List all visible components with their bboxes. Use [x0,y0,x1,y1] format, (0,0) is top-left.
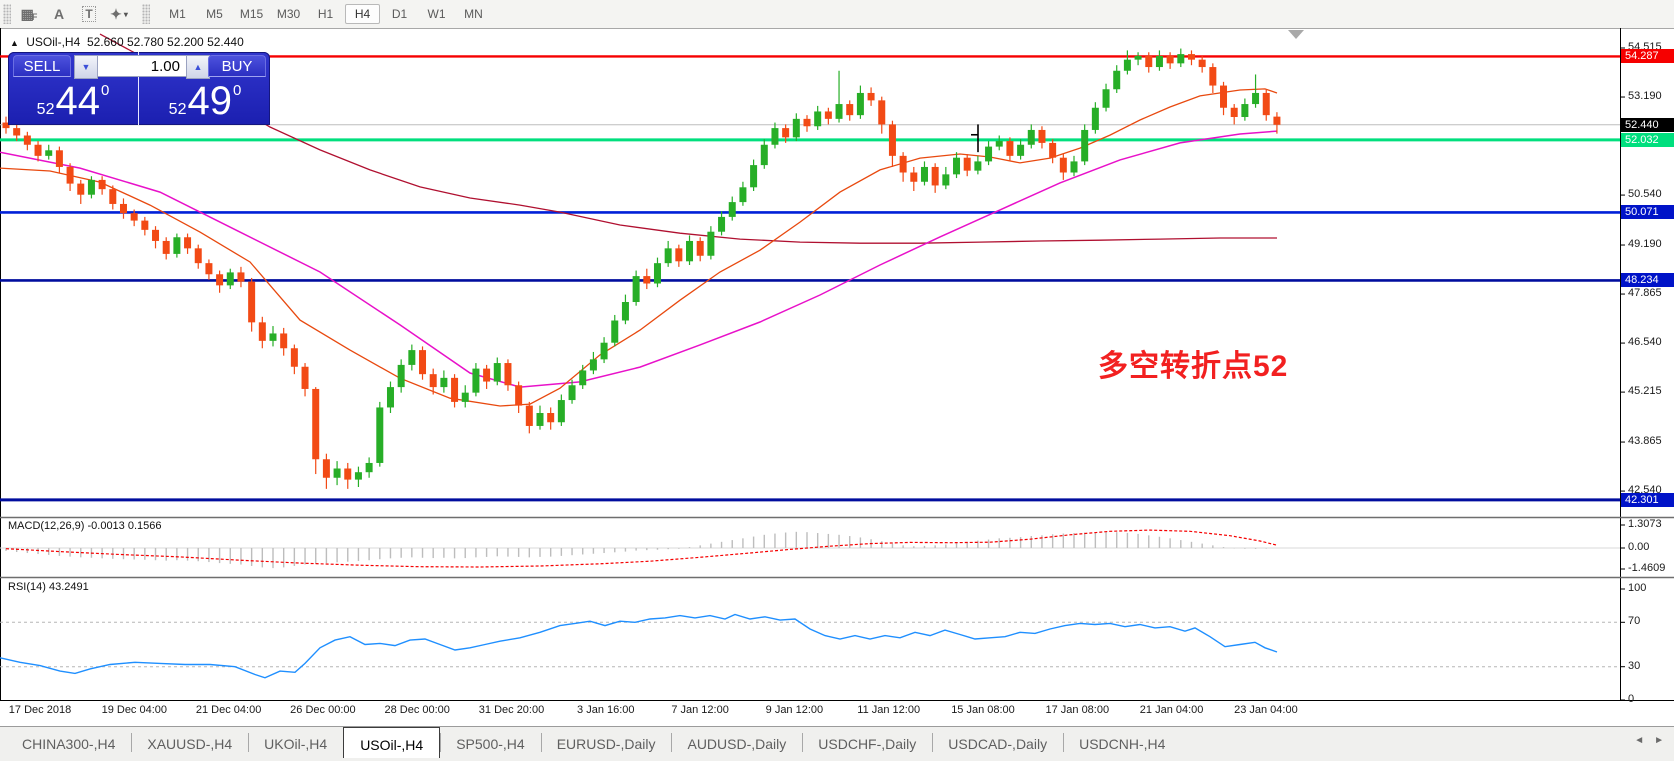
timeframe-button-m30[interactable]: M30 [276,7,301,21]
price-tick-label: 49.190 [1628,238,1662,251]
rsi-tick-label: 70 [1628,615,1641,628]
timeframe-button-m5[interactable]: M5 [206,7,223,21]
chart-grid-f-icon[interactable]: ▦ F [20,5,38,23]
cursor-a-icon[interactable]: A [53,6,65,22]
price-tick-label: 50.540 [1628,188,1662,201]
volume-stepper: ▼ ▲ [74,55,210,79]
timeframe-button-h1[interactable]: H1 [317,7,334,21]
chart-tab-sp500h4[interactable]: SP500-,H4 [440,729,540,756]
chart-tab-audusddaily[interactable]: AUDUSD-,Daily [671,729,802,756]
sell-price-handle: 52 [36,101,55,118]
chart-tab-usdchfdaily[interactable]: USDCHF-,Daily [802,729,932,756]
buy-price-handle: 52 [168,101,187,118]
price-tick-label: 53.190 [1628,90,1662,103]
chart-tab-usdcaddaily[interactable]: USDCAD-,Daily [932,729,1063,756]
volume-input[interactable] [98,55,186,77]
timeframe-button-m1[interactable]: M1 [169,7,186,21]
buy-button[interactable]: BUY [208,55,266,77]
timeframe-button-mn[interactable]: MN [464,7,483,21]
chart-shift-marker-icon[interactable] [1288,30,1304,39]
buy-price-display[interactable]: 52 49 0 [140,81,270,121]
sell-price-pip: 0 [100,82,110,99]
time-axis-label: 3 Jan 16:00 [577,704,635,716]
buy-price-pip: 0 [232,82,242,99]
chart-ohlc-values: 52.660 52.780 52.200 52.440 [86,35,244,49]
rsi-tick-label: 100 [1628,582,1647,594]
macd-tick-label: 1.3073 [1628,518,1662,530]
volume-decrease-button[interactable]: ▼ [74,55,98,79]
buy-price-big: 49 [187,79,232,123]
time-axis-label: 7 Jan 12:00 [671,704,729,716]
chart-tab-eurusddaily[interactable]: EURUSD-,Daily [540,729,672,756]
collapse-triangle-icon[interactable]: ▲ [10,38,19,48]
chart-tab-bar: CHINA300-,H4 XAUUSD-,H4 UKOil-,H4 USOil-,H4… [0,726,1674,761]
timeframe-button-m15[interactable]: M15 [239,7,264,21]
price-level-badge: 54.287 [1621,49,1674,64]
timeframe-toolbar-drag-handle[interactable] [142,4,150,24]
sell-price-big: 44 [55,79,100,123]
shapes-dropdown-icon[interactable]: ✦ ▾ [110,5,128,22]
rsi-indicator-label: RSI(14) 43.2491 [8,581,89,593]
macd-tick-label: -1.4609 [1628,562,1666,574]
text-label-icon[interactable]: T [74,3,104,25]
chart-text-annotation: 多空转折点52 [1098,350,1289,383]
time-axis-label: 11 Jan 12:00 [857,704,921,716]
chart-symbol-label: USOil-,H4 [26,35,81,49]
sell-price-display[interactable]: 52 44 0 [8,81,138,121]
price-level-badge: 50.071 [1621,205,1674,220]
rsi-tick-label: 30 [1628,659,1641,672]
price-tick-label: 46.540 [1628,336,1662,349]
chart-tab-ukoilh4[interactable]: UKOil-,H4 [248,729,343,756]
time-axis-label: 28 Dec 00:00 [384,704,450,716]
price-tick-label: 43.865 [1628,435,1662,448]
price-level-badge: 52.440 [1621,117,1674,132]
toolbar-drag-handle[interactable] [3,4,11,24]
rsi-tick-label: 0 [1628,693,1635,705]
sell-panel-half [8,52,139,125]
sell-button[interactable]: SELL [13,55,71,77]
tab-scroll-left-button[interactable]: ◄ [1634,735,1645,746]
tab-scroll-right-button[interactable]: ► [1654,735,1664,746]
price-tick-label: 45.215 [1628,385,1662,398]
time-axis-label: 23 Jan 04:00 [1234,704,1298,716]
timeframe-button-d1[interactable]: D1 [391,7,408,21]
macd-tick-label: 0.00 [1628,541,1650,553]
timeframe-button-group: M1 M5 M15 M30 H1 H4 D1 W1 MN [159,4,492,24]
chart-window-title: ▲ USOil-,H4 52.660 52.780 52.200 52.440 [10,35,244,49]
price-level-badge: 48.234 [1621,273,1674,288]
timeframe-button-w1[interactable]: W1 [427,7,446,21]
timeframe-button-h4[interactable]: H4 [345,4,380,24]
time-axis-label: 17 Dec 2018 [8,704,72,716]
chart-tab-china300h4[interactable]: CHINA300-,H4 [22,736,116,752]
time-axis-label: 26 Dec 00:00 [290,704,356,716]
chart-tab-xauusdh4[interactable]: XAUUSD-,H4 [131,729,248,756]
time-axis-label: 15 Jan 08:00 [951,704,1015,716]
time-axis-label: 21 Jan 04:00 [1139,704,1204,716]
price-tick-label: 47.865 [1628,287,1662,300]
macd-indicator-label: MACD(12,26,9) -0.0013 0.1566 [8,520,162,532]
price-level-badge: 52.032 [1621,132,1674,147]
time-axis-label: 31 Dec 20:00 [478,704,545,716]
price-level-badge: 42.301 [1621,492,1674,507]
volume-increase-button[interactable]: ▲ [186,55,210,79]
time-axis-label: 21 Dec 04:00 [195,704,262,716]
time-axis-label: 9 Jan 12:00 [765,704,824,716]
chart-tab-usoilh4[interactable]: USOil-,H4 [343,727,441,758]
time-axis-label: 19 Dec 04:00 [101,704,168,716]
time-axis-label: 17 Jan 08:00 [1045,704,1110,716]
chart-tab-usdcnhh4[interactable]: USDCNH-,H4 [1063,729,1181,756]
